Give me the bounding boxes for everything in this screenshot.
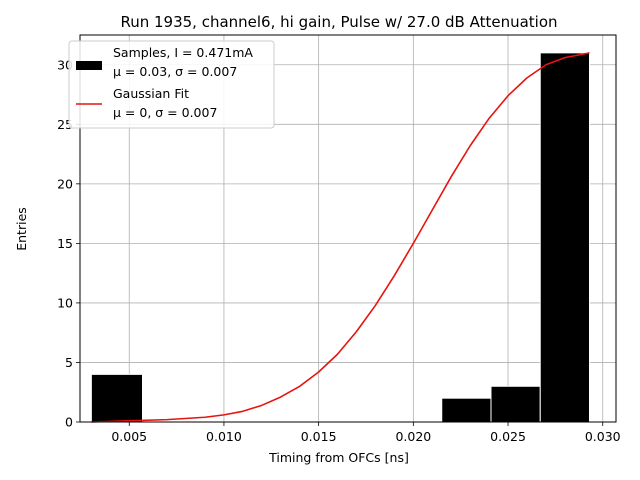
legend: Samples, I = 0.471mA μ = 0.03, σ = 0.007… <box>68 40 275 129</box>
x-axis-label: Timing from OFCs [ns] <box>268 450 409 465</box>
y-tick-label: 10 <box>57 295 73 310</box>
y-tick-label: 5 <box>65 355 73 370</box>
histogram-bar <box>490 385 541 423</box>
x-axis-ticks: 0.005 0.010 0.015 0.020 0.025 0.030 <box>111 422 621 444</box>
y-tick-label: 15 <box>57 236 73 251</box>
x-tick-label: 0.010 <box>206 429 242 444</box>
plot-frame <box>79 34 617 423</box>
legend-fit-line2: μ = 0, σ = 0.007 <box>113 105 217 120</box>
legend-fit-line1: Gaussian Fit <box>113 86 189 101</box>
legend-samples-line2: μ = 0.03, σ = 0.007 <box>113 64 237 79</box>
x-tick-label: 0.030 <box>585 429 621 444</box>
x-tick-label: 0.025 <box>490 429 526 444</box>
legend-swatch-samples <box>76 61 102 70</box>
histogram-bar <box>90 373 144 423</box>
chart-title: Run 1935, channel6, hi gain, Pulse w/ 27… <box>120 13 557 31</box>
x-tick-label: 0.005 <box>111 429 147 444</box>
histogram-bar <box>539 52 590 423</box>
x-tick-label: 0.015 <box>301 429 337 444</box>
histogram-bars <box>90 52 590 423</box>
y-tick-label: 0 <box>65 415 73 430</box>
fit-curve <box>91 52 590 423</box>
legend-samples-line1: Samples, I = 0.471mA <box>113 45 253 60</box>
y-axis-label: Entries <box>14 207 29 251</box>
y-tick-label: 20 <box>57 176 73 191</box>
x-tick-label: 0.020 <box>395 429 431 444</box>
legend-box <box>68 40 275 129</box>
gaussian-fit-line <box>91 52 590 423</box>
histogram-bar <box>441 397 492 423</box>
